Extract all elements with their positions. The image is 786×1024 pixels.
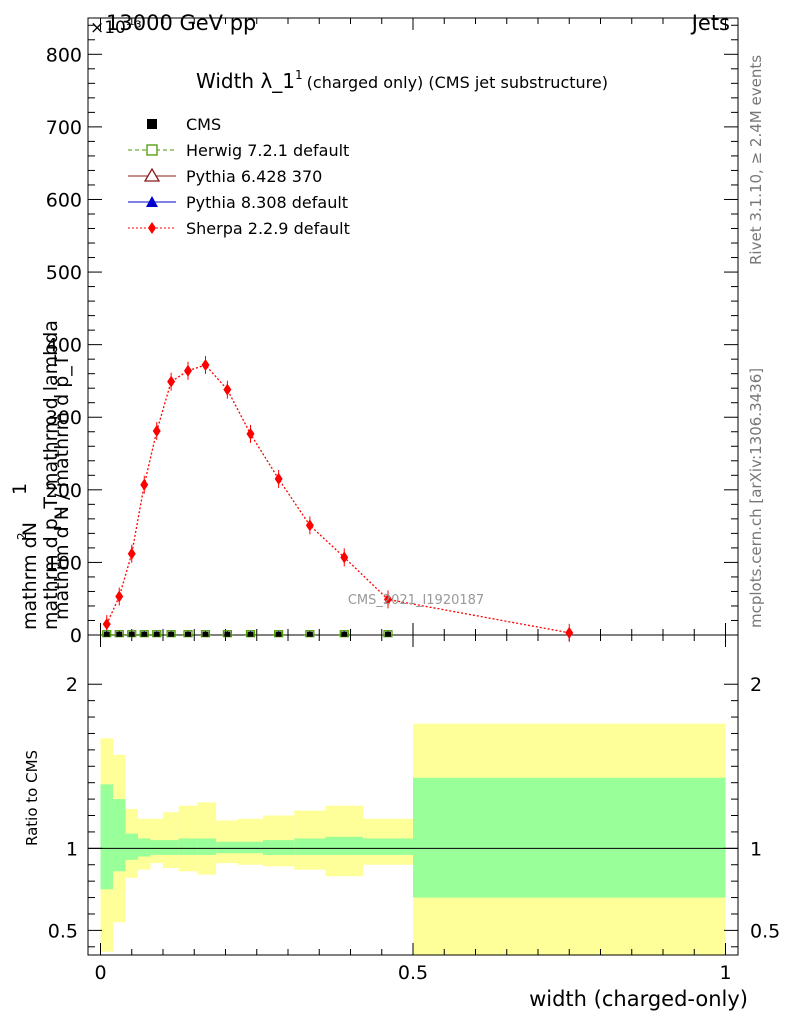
y-label-pre-one: 1 bbox=[9, 483, 31, 495]
main-y-tick-label: 800 bbox=[46, 44, 82, 66]
ratio-y-tick-label: 0.5 bbox=[48, 920, 78, 942]
sherpa-point bbox=[115, 590, 124, 603]
sherpa-point bbox=[565, 626, 574, 639]
ratio-band-inner bbox=[113, 799, 126, 872]
main-axis-ticks: 0 100 200 300 400 500 600 700 800 bbox=[46, 18, 738, 647]
sherpa-point bbox=[201, 358, 210, 371]
sherpa-point bbox=[384, 593, 392, 606]
ratio-band-inner bbox=[216, 841, 238, 854]
cms-point bbox=[185, 631, 191, 637]
y-exponent: ×10⁻³ bbox=[90, 18, 142, 38]
main-y-tick-label: 300 bbox=[46, 407, 82, 429]
main-y-tick-label: 0 bbox=[70, 625, 82, 647]
ratio-band-inner bbox=[363, 838, 413, 855]
ratio-band-inner bbox=[125, 833, 138, 860]
ratio-band-inner bbox=[138, 838, 151, 857]
sherpa-point bbox=[223, 383, 232, 396]
main-y-tick-label: 500 bbox=[46, 262, 82, 284]
cms-point bbox=[168, 631, 175, 637]
sherpa-point bbox=[246, 427, 255, 440]
legend-label: Pythia 8.308 default bbox=[186, 193, 348, 212]
y-label-den: mathrm d p_T mathrm d lambda bbox=[40, 320, 62, 630]
y-label-num: mathrm dN bbox=[19, 522, 41, 630]
cms-point bbox=[128, 631, 135, 637]
legend: CMS Herwig 7.2.1 default Pythia 6.428 370 P… bbox=[128, 115, 350, 238]
header-left: 13000 GeV pp bbox=[106, 11, 256, 35]
header-right: Jets bbox=[690, 11, 730, 35]
sherpa-point bbox=[127, 547, 136, 560]
ratio-band-inner bbox=[413, 777, 726, 898]
cms-point bbox=[385, 631, 391, 637]
ratio-uncertainty-bands bbox=[88, 723, 738, 955]
chart-title: Width λ_11 (charged only) (CMS jet substr… bbox=[196, 68, 608, 93]
rivet-label: Rivet 3.1.10, ≥ 2.4M events bbox=[747, 55, 765, 265]
legend-marker-herwig bbox=[146, 144, 158, 156]
ratio-band-inner bbox=[197, 838, 217, 855]
ratio-axis-ticks: 0.5 0.5 1 1 2 2 0 0.5 1 bbox=[48, 635, 780, 984]
ratio-y-axis-label: Ratio to CMS bbox=[23, 750, 41, 846]
analysis-watermark: CMS_2021_I1920187 bbox=[348, 593, 484, 608]
sherpa-line bbox=[106, 364, 570, 634]
ratio-y-tick-label: 1 bbox=[66, 838, 78, 860]
sherpa-point bbox=[274, 472, 283, 485]
sherpa-point bbox=[140, 478, 149, 491]
legend-label: Pythia 6.428 370 bbox=[186, 167, 322, 186]
main-y-axis-label: mathrm dN 2 mathrm d p_T mathrm d lambda… bbox=[9, 320, 73, 630]
ratio-band-inner bbox=[100, 784, 113, 890]
cms-point bbox=[247, 631, 254, 637]
legend-marker-pythia6 bbox=[143, 167, 161, 182]
chart-title-sub: (charged only) (CMS jet substructure) bbox=[307, 73, 608, 92]
cms-point bbox=[103, 631, 110, 637]
sherpa-point bbox=[102, 618, 111, 631]
ratio-band-inner bbox=[263, 840, 295, 855]
main-y-tick-label: 100 bbox=[46, 552, 82, 574]
ratio-band-inner bbox=[150, 840, 163, 855]
main-series bbox=[100, 355, 574, 642]
y-label-pre-den: mathrm d N / mathrm d p_T bbox=[51, 354, 73, 620]
x-axis-label: width (charged-only) bbox=[529, 987, 748, 1011]
ratio-band-inner bbox=[294, 838, 326, 855]
main-y-tick-label: 200 bbox=[46, 480, 82, 502]
sherpa-point bbox=[167, 375, 176, 388]
ratio-band-inner bbox=[178, 838, 198, 855]
legend-marker-pythia8 bbox=[146, 196, 158, 207]
main-plot-frame bbox=[87, 17, 739, 636]
chart-title-main: Width λ_1 bbox=[196, 69, 295, 93]
mcplots-label: mcplots.cern.ch [arXiv:1306.3436] bbox=[747, 368, 765, 628]
chart-title-sup: 1 bbox=[295, 68, 303, 82]
legend-label: Sherpa 2.2.9 default bbox=[186, 219, 350, 238]
ratio-y-tick-label: 2 bbox=[66, 674, 78, 696]
legend-marker-cms bbox=[147, 119, 157, 129]
ratio-band-inner bbox=[325, 836, 363, 855]
x-tick-label: 1 bbox=[719, 962, 731, 984]
cms-point bbox=[306, 631, 313, 637]
legend-label: Herwig 7.2.1 default bbox=[186, 141, 349, 160]
cms-point bbox=[202, 631, 209, 637]
cms-point bbox=[275, 631, 282, 637]
cms-point bbox=[224, 631, 231, 637]
sherpa-point bbox=[184, 364, 192, 377]
cms-point bbox=[341, 631, 348, 637]
ratio-y-tick-label-right: 0.5 bbox=[750, 920, 780, 942]
cms-point bbox=[153, 631, 160, 637]
cms-point bbox=[116, 631, 123, 637]
legend-label: CMS bbox=[186, 115, 221, 134]
main-y-tick-label: 600 bbox=[46, 189, 82, 211]
ratio-y-tick-label-right: 1 bbox=[750, 838, 762, 860]
ratio-band-inner bbox=[163, 840, 179, 855]
legend-marker-sherpa bbox=[148, 222, 156, 234]
x-tick-label: 0 bbox=[94, 962, 106, 984]
sherpa-point bbox=[305, 519, 314, 532]
y-label-num-sup: 2 bbox=[15, 532, 29, 540]
ratio-band-inner bbox=[238, 841, 263, 854]
main-y-tick-label: 700 bbox=[46, 117, 82, 139]
main-y-tick-label: 400 bbox=[46, 335, 82, 357]
ratio-y-tick-label-right: 2 bbox=[750, 674, 762, 696]
ratio-band-outer bbox=[163, 812, 179, 869]
x-tick-label: 0.5 bbox=[398, 962, 428, 984]
cms-point bbox=[141, 631, 148, 637]
sherpa-point bbox=[340, 551, 349, 564]
sherpa-point bbox=[152, 425, 161, 438]
